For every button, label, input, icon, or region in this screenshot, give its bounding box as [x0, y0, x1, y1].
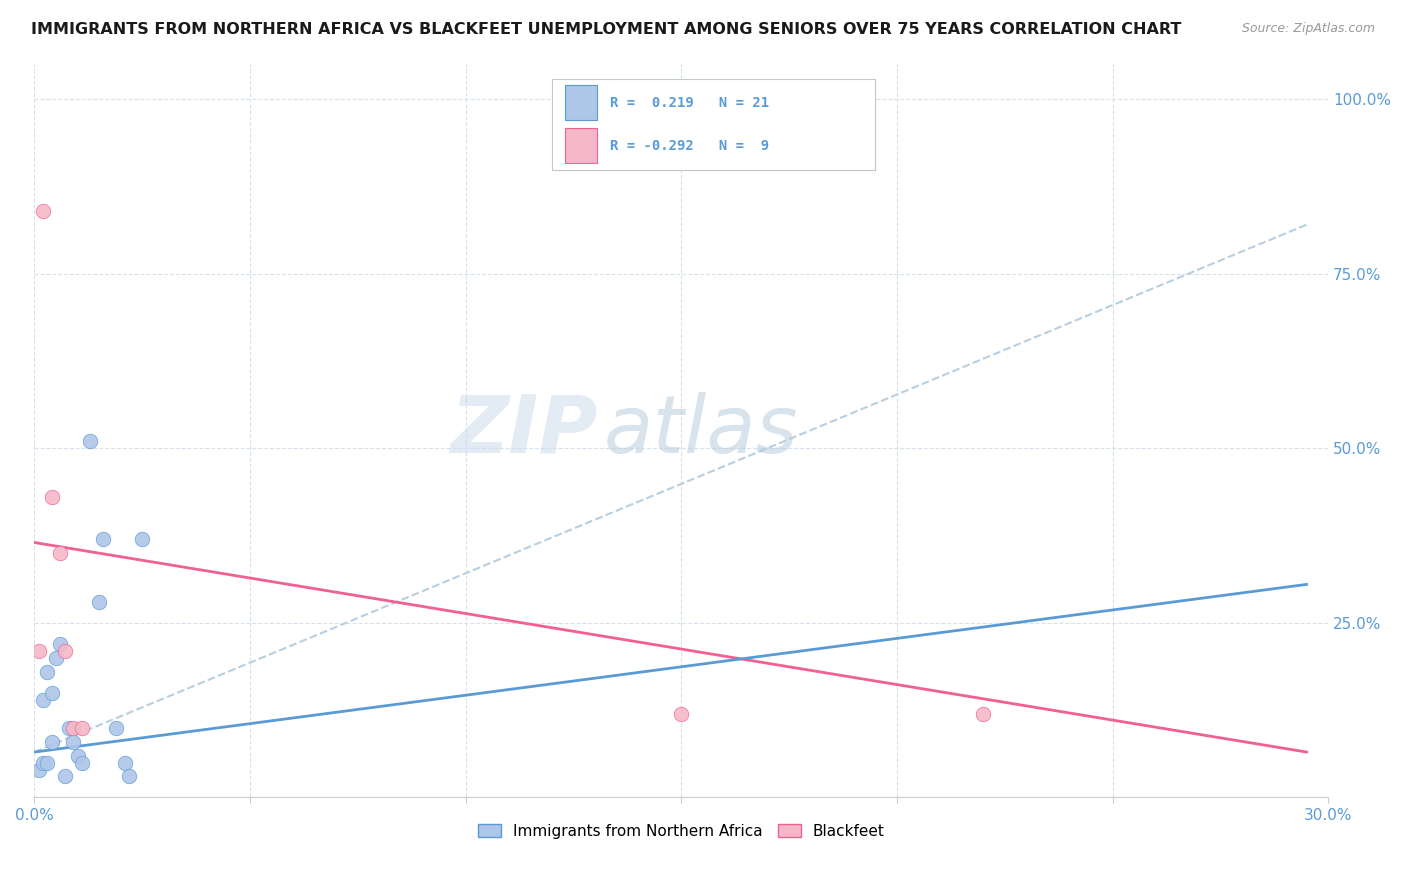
Point — [66, 748, 89, 763]
Text: Source: ZipAtlas.com: Source: ZipAtlas.com — [1241, 22, 1375, 36]
Point — [114, 756, 136, 770]
Point — [93, 532, 115, 546]
Text: ZIP: ZIP — [450, 392, 598, 470]
Point — [41, 490, 63, 504]
Point — [28, 763, 51, 777]
Point — [131, 532, 153, 546]
Point — [87, 595, 110, 609]
Point — [41, 686, 63, 700]
Point — [32, 756, 55, 770]
Legend: Immigrants from Northern Africa, Blackfeet: Immigrants from Northern Africa, Blackfe… — [471, 818, 891, 845]
Point — [41, 734, 63, 748]
Point — [105, 721, 128, 735]
Point — [37, 665, 59, 679]
Point — [28, 644, 51, 658]
Point — [70, 721, 93, 735]
Point — [70, 756, 93, 770]
Point — [32, 203, 55, 218]
Point — [37, 756, 59, 770]
Point — [53, 770, 76, 784]
Point — [58, 721, 80, 735]
Point — [62, 721, 84, 735]
Point — [972, 706, 994, 721]
Point — [671, 706, 693, 721]
Point — [49, 637, 72, 651]
Text: IMMIGRANTS FROM NORTHERN AFRICA VS BLACKFEET UNEMPLOYMENT AMONG SENIORS OVER 75 : IMMIGRANTS FROM NORTHERN AFRICA VS BLACK… — [31, 22, 1181, 37]
Point — [79, 434, 101, 449]
Point — [45, 650, 67, 665]
Point — [53, 644, 76, 658]
Point — [32, 692, 55, 706]
Text: atlas: atlas — [603, 392, 799, 470]
Point — [62, 734, 84, 748]
Point — [118, 770, 141, 784]
Point — [49, 546, 72, 560]
